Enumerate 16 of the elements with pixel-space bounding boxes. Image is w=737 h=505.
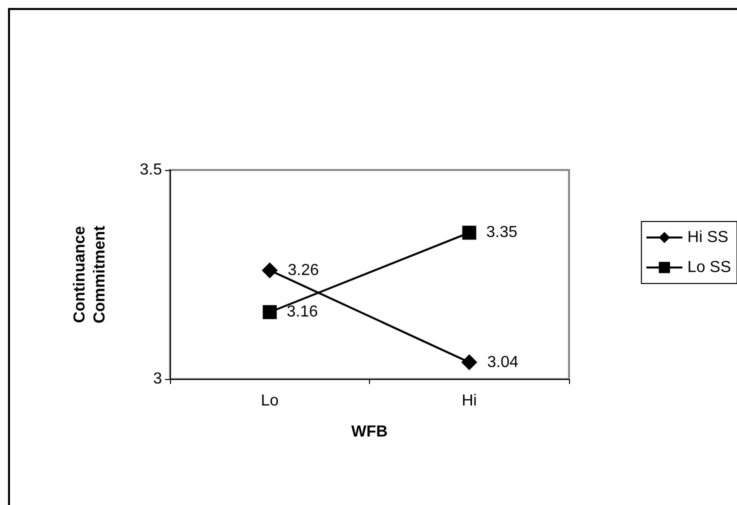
data-label: 3.26: [288, 262, 319, 279]
y-tick-label: 3.5: [140, 162, 162, 178]
data-label: 3.35: [486, 224, 518, 242]
legend-label: Hi SS: [687, 229, 728, 246]
x-tick-label: Lo: [260, 392, 279, 410]
point: [262, 305, 277, 320]
point: [461, 354, 478, 370]
point: [262, 262, 278, 278]
point: [462, 226, 476, 240]
data-label: 3.04: [487, 354, 518, 371]
x-axis-title: WFB: [351, 424, 388, 440]
x-tick-label: Hi: [462, 392, 477, 410]
y-axis-title: Continuance Commitment: [72, 224, 108, 324]
legend-label: Lo SS: [687, 259, 732, 276]
data-label: 3.16: [286, 304, 318, 321]
y-tick-label: 3: [153, 370, 162, 388]
